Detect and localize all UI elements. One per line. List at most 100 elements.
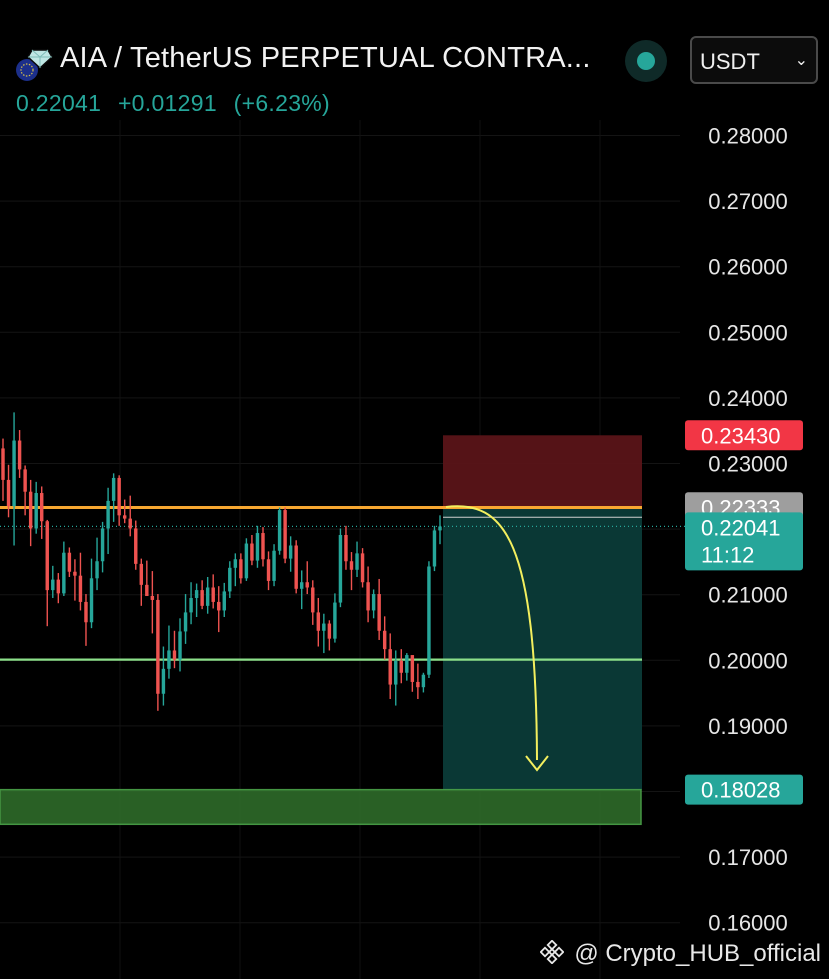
candle <box>438 515 442 545</box>
candle <box>106 487 110 555</box>
candle-body <box>161 668 166 694</box>
price-label-box <box>685 512 803 571</box>
candle-body <box>28 491 33 529</box>
candle <box>134 520 138 570</box>
candle-body <box>217 601 221 611</box>
candle-body <box>12 440 16 507</box>
candle <box>288 536 293 572</box>
candle-body <box>288 545 293 559</box>
candle <box>161 646 166 706</box>
candle <box>344 525 348 570</box>
candle <box>272 544 276 587</box>
candle <box>211 574 215 609</box>
candle <box>1 438 5 501</box>
candle <box>311 580 315 625</box>
candle <box>366 566 370 623</box>
candle-body <box>200 590 204 606</box>
candle-body <box>73 571 77 576</box>
candle-body <box>299 582 304 589</box>
candle <box>233 553 238 587</box>
candle-body <box>322 623 326 631</box>
candle-body <box>360 553 365 583</box>
candle <box>205 576 210 614</box>
candle-body <box>311 587 315 613</box>
candle <box>255 525 260 568</box>
watermark-text: @ Crypto_HUB_official <box>574 940 821 967</box>
candle-body <box>399 660 403 673</box>
candle-body <box>421 674 426 688</box>
candle-body <box>432 530 437 567</box>
candle <box>84 594 88 646</box>
candle-body <box>128 518 132 529</box>
candle <box>377 578 381 640</box>
currency-select[interactable]: USDT ⌄ <box>690 36 818 84</box>
candle-body <box>233 559 238 568</box>
candle <box>299 570 304 610</box>
candle <box>95 537 99 591</box>
candle <box>111 473 116 522</box>
candle <box>382 616 387 660</box>
candle-body <box>172 650 177 660</box>
candle-body <box>266 559 271 581</box>
arrow-head-icon <box>525 755 549 772</box>
y-tick-label: 0.28000 <box>708 124 788 149</box>
candle-body <box>194 590 199 598</box>
candle <box>67 547 72 577</box>
candle-body <box>377 594 381 631</box>
candle <box>73 559 77 601</box>
candle-body <box>205 587 210 606</box>
coin-logo-icon <box>16 49 53 81</box>
candle-body <box>117 477 121 516</box>
candle <box>56 573 61 604</box>
candle-body <box>438 526 442 531</box>
candle <box>217 586 221 633</box>
candle <box>349 552 354 591</box>
arrow-curve <box>445 505 538 761</box>
candle-body <box>416 681 420 688</box>
symbol-title[interactable]: AIA / TetherUS PERPETUAL CONTRA... <box>60 42 591 74</box>
candle <box>421 672 426 693</box>
y-tick-label: 0.21000 <box>708 583 788 608</box>
candle <box>427 561 431 679</box>
candle <box>266 551 271 591</box>
price-axis[interactable]: 0.16000 0.17000 0.19000 0.20000 0.21000 0.230… <box>708 124 788 936</box>
candle-body <box>78 575 83 602</box>
candle-body <box>355 553 359 570</box>
candle <box>183 594 188 644</box>
price-label-box <box>685 774 803 805</box>
candle <box>394 650 398 706</box>
support-band <box>0 788 642 826</box>
candle-body <box>349 561 354 570</box>
candle-body <box>366 582 370 611</box>
candle-body <box>23 469 27 492</box>
last-price: 0.22041 <box>16 90 102 116</box>
candle-body <box>333 602 337 639</box>
candle-body <box>388 649 392 685</box>
candle <box>355 541 359 577</box>
candle <box>23 465 27 516</box>
candle-body <box>84 601 88 623</box>
price-label: 0.23430 <box>685 420 803 451</box>
candle-body <box>272 550 276 581</box>
candle-body <box>294 545 298 589</box>
candle-body <box>100 528 105 562</box>
candle <box>239 553 243 584</box>
trade-zones <box>0 435 642 826</box>
candle <box>305 561 309 595</box>
candle-body <box>244 543 249 579</box>
candle <box>338 528 343 608</box>
candle <box>28 479 33 547</box>
candle <box>244 538 249 581</box>
candle-body <box>189 597 193 613</box>
live-status-indicator[interactable] <box>625 40 667 82</box>
candle-body <box>222 591 226 611</box>
candle <box>122 499 127 524</box>
candle-body <box>156 599 160 694</box>
price-label: 0.18028 <box>685 774 803 805</box>
candle-body <box>211 587 215 602</box>
candle <box>388 633 392 700</box>
price-change: +0.01291 <box>117 90 217 116</box>
candle-body <box>255 533 260 561</box>
candle <box>222 582 226 618</box>
